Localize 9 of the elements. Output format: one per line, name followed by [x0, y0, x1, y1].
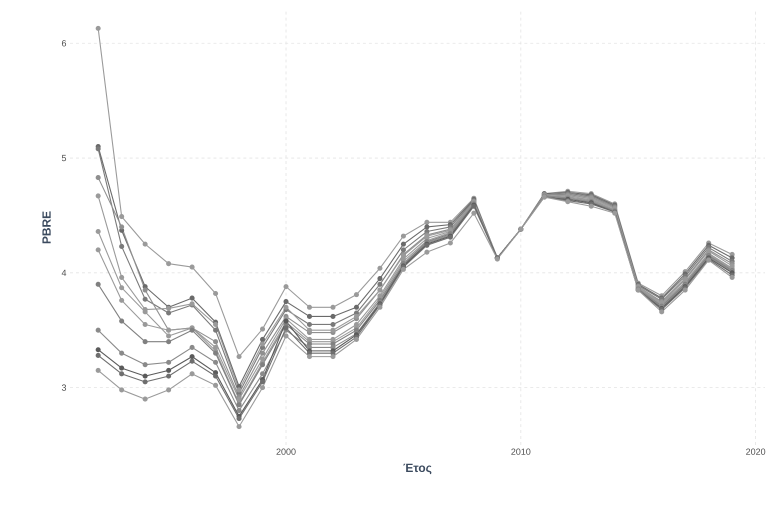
- x-tick-label: 2010: [511, 448, 530, 455]
- x-tick-label: 2000: [276, 448, 296, 455]
- y-tick-label: 3: [62, 384, 66, 391]
- y-tick-label: 6: [62, 40, 66, 46]
- x-tick-label: 2020: [746, 448, 766, 455]
- x-axis-title: Έτος: [403, 464, 432, 474]
- y-tick-label: 4: [62, 270, 66, 276]
- y-tick-label: 5: [62, 154, 66, 162]
- y-axis-title: PBRE: [42, 211, 51, 244]
